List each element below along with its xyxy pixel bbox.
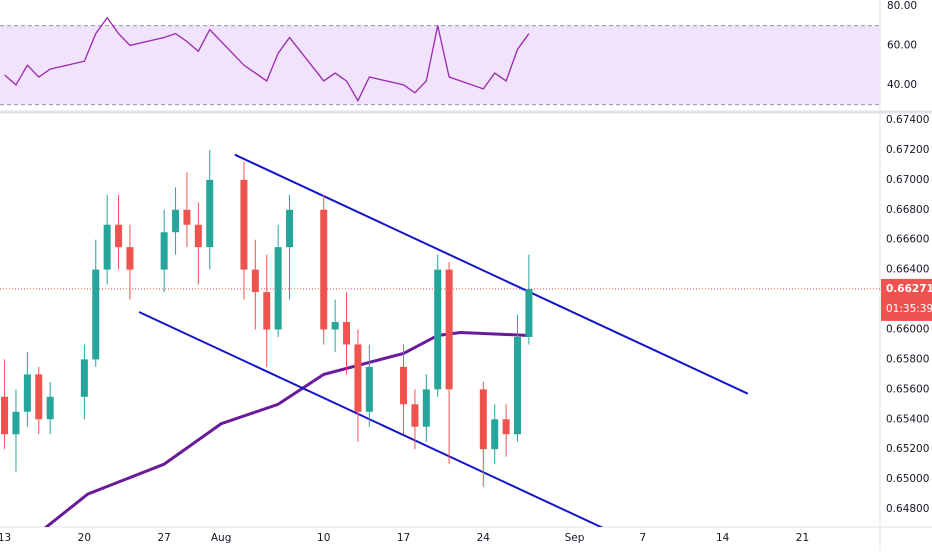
candle-body bbox=[160, 232, 168, 270]
candle-body bbox=[92, 269, 100, 360]
candle-body bbox=[434, 269, 442, 390]
time-tick-label: 24 bbox=[477, 532, 491, 544]
price-tick-label: 0.67000 bbox=[886, 174, 929, 186]
time-tick-label: 21 bbox=[796, 532, 809, 544]
candle-body bbox=[400, 366, 408, 405]
price-tick-label: 0.66600 bbox=[886, 234, 929, 246]
candle-body bbox=[103, 224, 111, 270]
price-tick-label: 0.66000 bbox=[886, 323, 929, 335]
candle-body bbox=[183, 209, 191, 225]
candle-body bbox=[411, 404, 419, 427]
time-tick-label: Sep bbox=[565, 532, 585, 544]
last-price-badge bbox=[881, 278, 932, 321]
rsi-pane bbox=[0, 16, 880, 106]
candle-body bbox=[206, 179, 214, 248]
candle-body bbox=[35, 374, 43, 420]
candle-body bbox=[251, 269, 259, 293]
price-tick-label: 0.65200 bbox=[886, 443, 929, 455]
rsi-tick-label: 40.00 bbox=[887, 79, 917, 91]
candle-body bbox=[115, 224, 123, 248]
rsi-tick-label: 60.00 bbox=[887, 39, 917, 51]
price-tick-label: 0.64800 bbox=[886, 503, 929, 515]
candle-body bbox=[445, 269, 453, 390]
price-tick-label: 0.67200 bbox=[886, 144, 929, 156]
candle-body bbox=[331, 321, 339, 330]
candle-body bbox=[491, 419, 499, 450]
rsi-tick-label: 80.00 bbox=[887, 0, 917, 12]
candle-body bbox=[12, 411, 20, 435]
candle-body bbox=[263, 292, 271, 330]
price-tick-label: 0.65400 bbox=[886, 413, 929, 425]
time-tick-label: 20 bbox=[78, 532, 91, 544]
time-tick-label: 27 bbox=[157, 532, 170, 544]
candle-body bbox=[354, 344, 362, 412]
candle-body bbox=[320, 209, 328, 330]
candle-body bbox=[194, 224, 202, 248]
trendline bbox=[138, 311, 604, 527]
price-tick-label: 0.67400 bbox=[886, 114, 929, 126]
time-tick-label: 14 bbox=[716, 532, 730, 544]
candle-body bbox=[23, 374, 31, 412]
price-tick-label: 0.65600 bbox=[886, 383, 929, 395]
candle-body bbox=[365, 366, 373, 412]
candle-body bbox=[240, 179, 248, 270]
candle-body bbox=[172, 209, 180, 233]
candle-body bbox=[286, 209, 294, 248]
moving-average bbox=[43, 330, 529, 527]
price-tick-label: 0.65800 bbox=[886, 353, 929, 365]
candle-body bbox=[80, 359, 88, 397]
candle-body bbox=[46, 396, 54, 420]
time-tick-label: 7 bbox=[640, 532, 647, 544]
candle-body bbox=[525, 289, 533, 337]
candle-body bbox=[479, 389, 487, 450]
price-pane bbox=[0, 149, 880, 527]
price-tick-label: 0.66800 bbox=[886, 204, 929, 216]
time-tick-label: 13 bbox=[0, 532, 11, 544]
candle-body bbox=[1, 396, 9, 435]
countdown-label: 01:35:39 bbox=[886, 303, 932, 315]
candle-body bbox=[514, 336, 522, 435]
candle-body bbox=[422, 389, 430, 427]
time-tick-label: 17 bbox=[397, 532, 410, 544]
time-tick-label: 10 bbox=[317, 532, 330, 544]
last-price-label: 0.66271 bbox=[886, 283, 932, 295]
candle-body bbox=[274, 247, 282, 330]
price-tick-label: 0.66400 bbox=[886, 264, 929, 276]
candle-body bbox=[502, 419, 510, 435]
rsi-line bbox=[4, 16, 530, 103]
candle-body bbox=[126, 247, 134, 270]
candle-body bbox=[343, 321, 351, 345]
trendline bbox=[234, 153, 749, 395]
time-tick-label: Aug bbox=[211, 532, 232, 544]
price-tick-label: 0.65000 bbox=[886, 473, 929, 485]
